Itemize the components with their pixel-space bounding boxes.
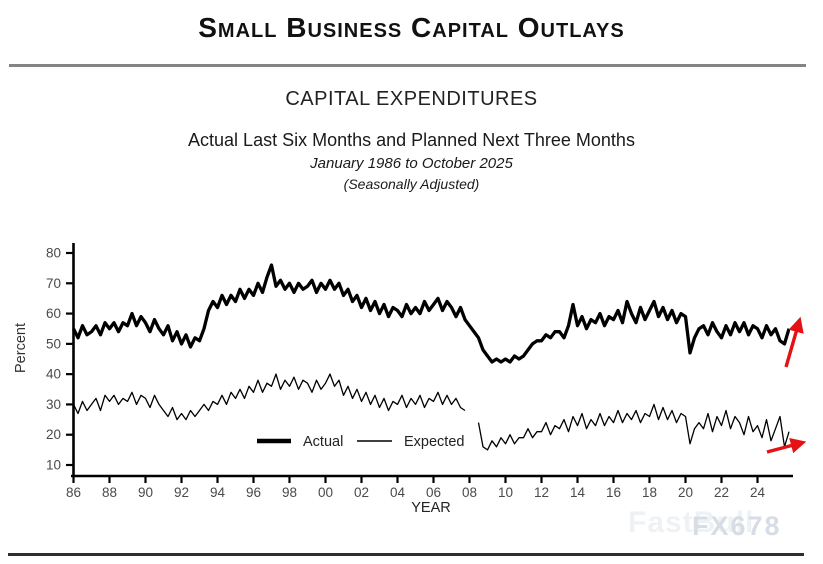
series-line-expected xyxy=(72,373,790,451)
chart-period: January 1986 to October 2025 xyxy=(310,155,513,172)
x-tick-label: 04 xyxy=(390,485,406,500)
x-tick-label: 24 xyxy=(750,485,766,500)
y-tick-label: 70 xyxy=(46,276,61,291)
legend: Actual Expected xyxy=(257,434,464,450)
x-tick-label: 10 xyxy=(498,485,513,500)
chart-adjustment-note: (Seasonally Adjusted) xyxy=(343,176,480,192)
x-tick-label: 90 xyxy=(138,485,153,500)
x-tick-label: 18 xyxy=(642,485,657,500)
series-lines-group xyxy=(72,263,791,451)
page-title: Small Business Capital Outlays xyxy=(198,12,625,43)
y-axis-title: Percent xyxy=(13,323,29,373)
title-divider xyxy=(9,64,806,67)
x-tick-group: 86 88 90 92 94 96 98 00 02 04 06 08 10 12 14 16 18 20 22 24 xyxy=(66,476,766,500)
bottom-divider xyxy=(8,553,804,556)
y-tick-label: 20 xyxy=(46,427,61,442)
y-tick-label: 40 xyxy=(46,367,61,382)
x-tick-label: 12 xyxy=(534,485,549,500)
x-axis-title: YEAR xyxy=(411,500,451,516)
x-tick-label: 22 xyxy=(714,485,729,500)
x-tick-label: 98 xyxy=(282,485,297,500)
trend-arrows xyxy=(766,316,807,454)
x-tick-label: 00 xyxy=(318,485,333,500)
y-tick-label: 10 xyxy=(46,458,61,473)
x-tick-label: 92 xyxy=(174,485,189,500)
x-tick-label: 20 xyxy=(678,485,693,500)
x-tick-label: 96 xyxy=(246,485,261,500)
legend-actual-label: Actual xyxy=(303,434,343,450)
y-tick-label: 50 xyxy=(46,336,61,351)
actual-trend-up-arrow-icon xyxy=(784,316,804,368)
chart-subtitle: Actual Last Six Months and Planned Next … xyxy=(188,130,635,150)
x-tick-label: 94 xyxy=(210,485,226,500)
y-tick-label: 80 xyxy=(46,246,61,261)
expected-trend-right-arrow-icon xyxy=(766,438,807,454)
chart-title: CAPITAL EXPENDITURES xyxy=(285,88,538,110)
x-tick-label: 88 xyxy=(102,485,117,500)
series-line-actual xyxy=(72,263,791,364)
x-tick-label: 14 xyxy=(570,485,586,500)
watermark-fastbull: FastBull xyxy=(628,506,755,539)
y-tick-group: 10 20 30 40 50 60 70 80 xyxy=(46,246,74,473)
y-tick-label: 30 xyxy=(46,397,61,412)
x-tick-label: 86 xyxy=(66,485,81,500)
x-tick-label: 16 xyxy=(606,485,621,500)
x-tick-label: 06 xyxy=(426,485,441,500)
x-tick-label: 02 xyxy=(354,485,369,500)
watermark-fx678: FX678 xyxy=(692,511,782,541)
y-tick-label: 60 xyxy=(46,306,61,321)
legend-expected-label: Expected xyxy=(404,434,464,450)
x-tick-label: 08 xyxy=(462,485,477,500)
